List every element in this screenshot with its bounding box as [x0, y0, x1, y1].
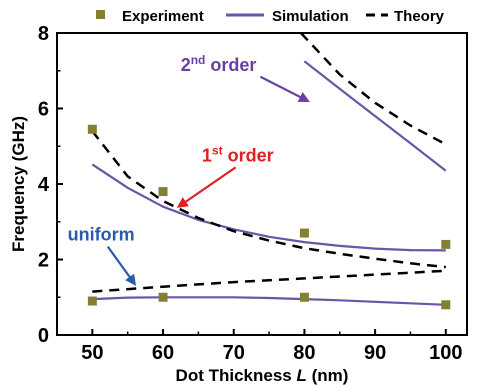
annotation-layer: 2nd order 1st order uniform [68, 53, 310, 286]
simulation-line-3 [92, 296, 446, 306]
legend-theory-label: Theory [394, 8, 445, 25]
plot-area: 2nd order 1st order uniform 50 60 70 80 90 100 0… [38, 23, 468, 364]
annotation-label: 1st order [202, 143, 274, 165]
annotation-arrow [176, 166, 237, 208]
series-layer [91, 32, 447, 306]
tick-layer: 50 60 70 80 90 100 0 2 4 6 8 [38, 23, 463, 364]
x-tick-label: 70 [223, 342, 245, 364]
theory-line-5 [91, 130, 446, 269]
experiment-point [87, 296, 97, 306]
simulation-line-2 [91, 163, 446, 252]
annotation-label: 2nd order [181, 53, 257, 75]
legend-simulation-label: Simulation [272, 8, 349, 25]
x-tick-label: 90 [364, 342, 386, 364]
simulation-line-4 [303, 60, 447, 172]
marker-layer [87, 124, 451, 310]
x-axis-title: Dot Thickness L (nm) [176, 366, 349, 385]
legend: Experiment Simulation Theory [96, 8, 445, 25]
theory-line-6 [92, 269, 446, 293]
experiment-point [441, 300, 451, 310]
experiment-point [299, 228, 309, 238]
x-tick-label: 80 [293, 342, 315, 364]
annotation-label: uniform [68, 225, 135, 245]
experiment-point [441, 239, 451, 249]
y-tick-label: 0 [38, 325, 49, 347]
y-tick-label: 6 [38, 99, 49, 121]
y-axis-title: Frequency (GHz) [9, 116, 28, 252]
experiment-point [158, 187, 168, 197]
experiment-point [158, 292, 168, 302]
x-tick-label: 60 [152, 342, 174, 364]
experiment-point [87, 124, 97, 134]
legend-experiment-marker [96, 10, 105, 19]
annotation-arrow [259, 75, 310, 102]
legend-experiment-label: Experiment [122, 8, 204, 25]
experiment-point [299, 292, 309, 302]
y-tick-label: 4 [38, 174, 50, 196]
x-axis-title-unit: (nm) [312, 366, 349, 385]
theory-line-7 [299, 32, 447, 146]
y-tick-label: 8 [38, 23, 49, 45]
x-axis-title-text: Dot Thickness [176, 366, 292, 385]
x-axis-title-variable: L [296, 366, 306, 385]
y-tick-label: 2 [38, 250, 49, 272]
x-tick-label: 100 [429, 342, 462, 364]
x-tick-label: 50 [81, 342, 103, 364]
annotation-arrow [106, 245, 137, 286]
